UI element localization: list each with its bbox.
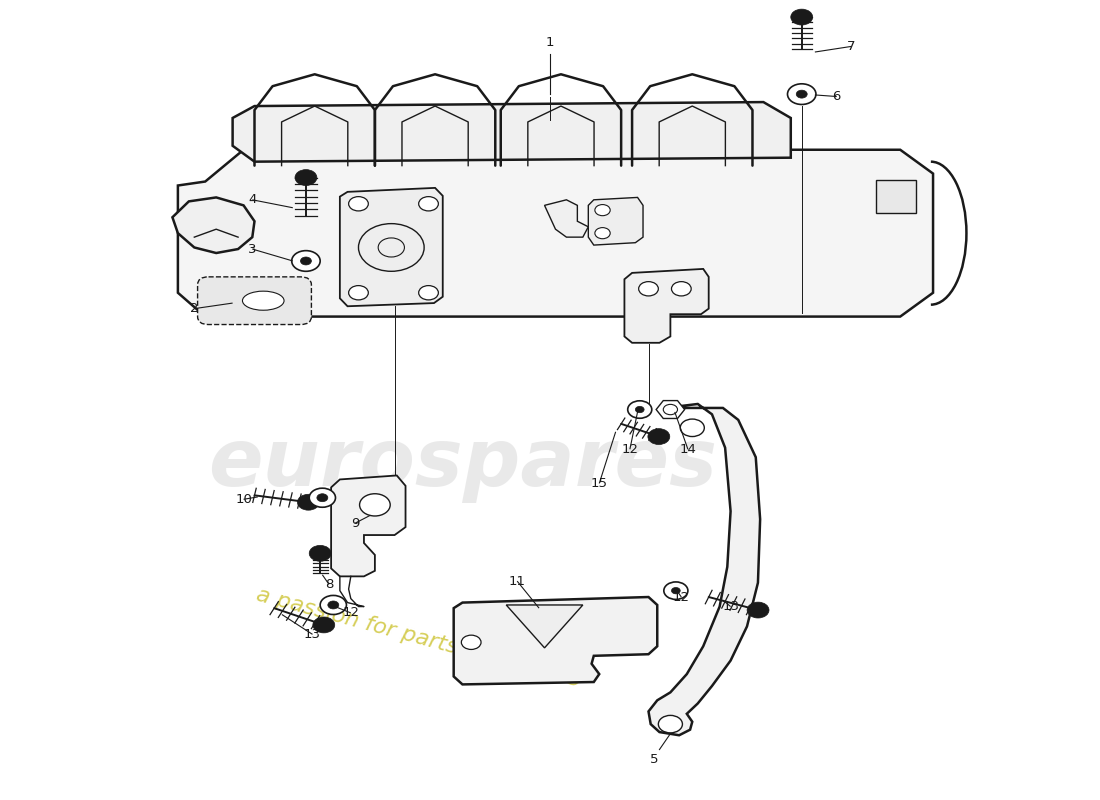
Circle shape — [747, 602, 769, 618]
Polygon shape — [173, 198, 254, 253]
Circle shape — [595, 205, 610, 216]
Text: 3: 3 — [249, 242, 256, 255]
Text: 13: 13 — [304, 628, 321, 641]
Polygon shape — [453, 597, 658, 685]
Text: 5: 5 — [650, 753, 658, 766]
Text: 9: 9 — [351, 517, 360, 530]
Circle shape — [349, 197, 368, 211]
Text: 13: 13 — [722, 600, 739, 613]
Circle shape — [639, 282, 658, 296]
Circle shape — [320, 595, 346, 614]
Circle shape — [636, 406, 645, 413]
Circle shape — [663, 582, 688, 599]
Circle shape — [788, 84, 816, 105]
Circle shape — [628, 401, 652, 418]
Polygon shape — [649, 404, 760, 735]
Text: 15: 15 — [591, 477, 607, 490]
Polygon shape — [544, 200, 588, 237]
Text: 11: 11 — [508, 574, 526, 588]
Text: eurospares: eurospares — [208, 425, 717, 502]
Text: 10: 10 — [235, 493, 252, 506]
Circle shape — [671, 282, 691, 296]
Circle shape — [317, 494, 328, 502]
Text: 12: 12 — [621, 442, 638, 456]
Polygon shape — [657, 401, 684, 418]
Text: 7: 7 — [847, 40, 855, 53]
Polygon shape — [331, 475, 406, 576]
Text: 1: 1 — [546, 36, 554, 49]
Polygon shape — [588, 198, 643, 245]
Ellipse shape — [242, 291, 284, 310]
Polygon shape — [340, 188, 442, 306]
Text: 4: 4 — [249, 194, 256, 206]
Circle shape — [297, 494, 319, 510]
Circle shape — [419, 197, 439, 211]
Circle shape — [349, 286, 368, 300]
Circle shape — [419, 286, 439, 300]
Circle shape — [461, 635, 481, 650]
Text: 8: 8 — [324, 578, 333, 591]
Circle shape — [791, 9, 813, 25]
Circle shape — [292, 250, 320, 271]
FancyBboxPatch shape — [876, 180, 915, 214]
Circle shape — [312, 617, 334, 633]
Text: 14: 14 — [680, 442, 696, 456]
Circle shape — [295, 170, 317, 186]
Circle shape — [595, 228, 610, 238]
Circle shape — [658, 715, 682, 733]
Circle shape — [796, 90, 807, 98]
Text: 2: 2 — [190, 302, 199, 315]
Polygon shape — [178, 150, 933, 317]
Circle shape — [300, 257, 311, 265]
Circle shape — [328, 601, 339, 609]
Text: 12: 12 — [673, 590, 690, 603]
Circle shape — [671, 587, 680, 594]
Circle shape — [680, 419, 704, 437]
Polygon shape — [506, 605, 583, 648]
Circle shape — [309, 488, 336, 507]
Circle shape — [309, 546, 331, 562]
Text: a passion for parts since 1985: a passion for parts since 1985 — [254, 585, 584, 691]
FancyBboxPatch shape — [198, 277, 311, 325]
Circle shape — [648, 429, 670, 445]
Text: 12: 12 — [342, 606, 360, 619]
Text: 6: 6 — [833, 90, 840, 103]
Polygon shape — [625, 269, 708, 342]
Polygon shape — [232, 102, 791, 162]
Circle shape — [360, 494, 390, 516]
